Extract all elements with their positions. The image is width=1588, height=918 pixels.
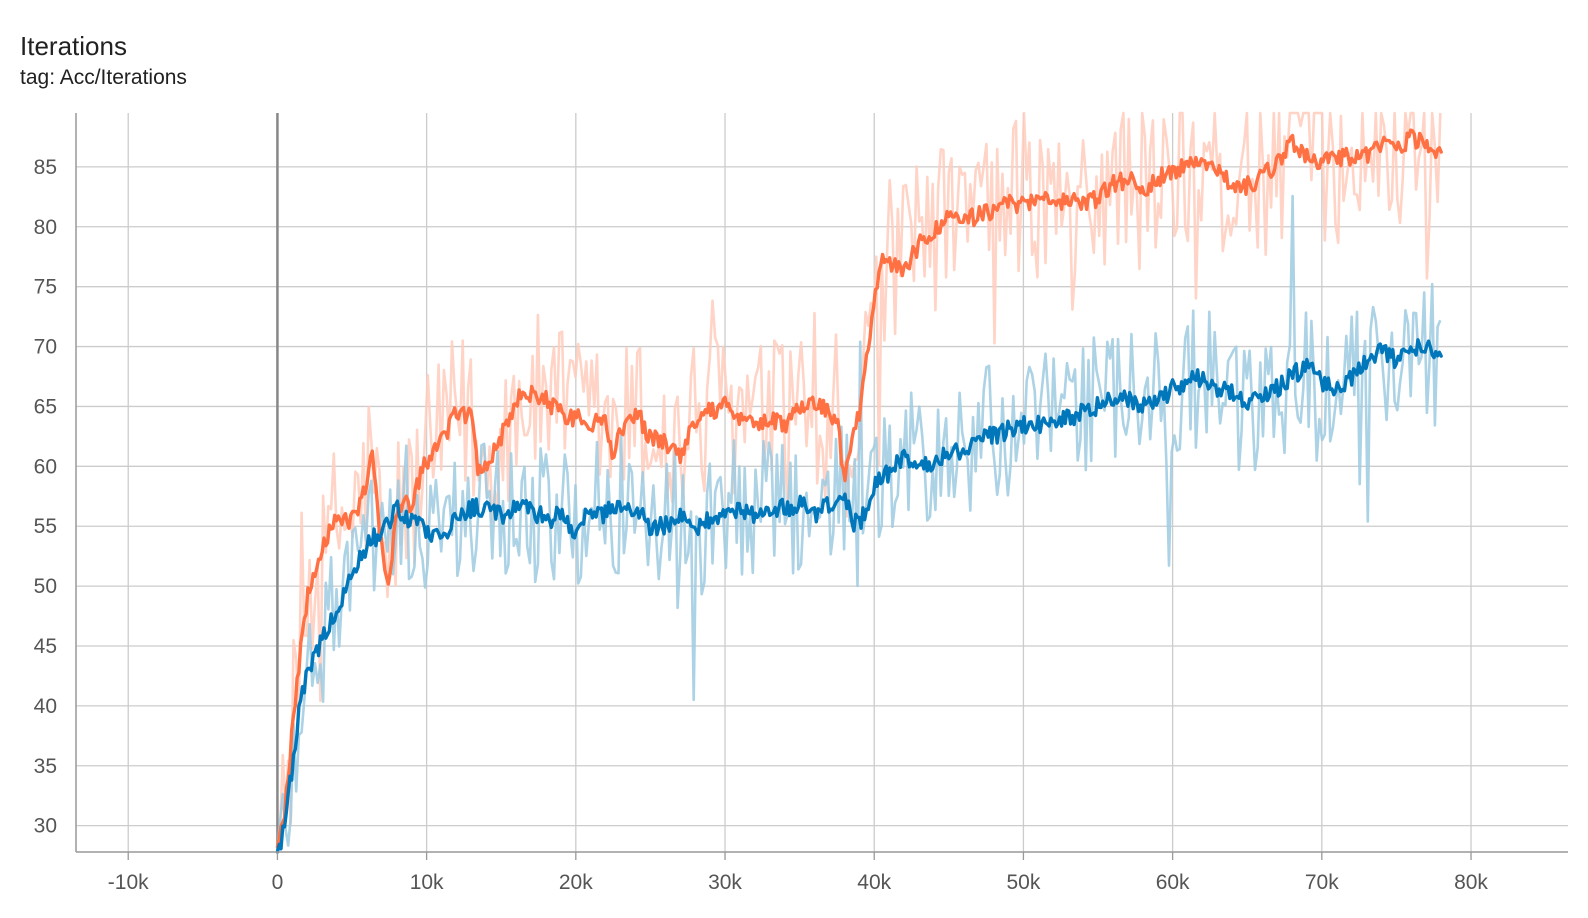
smoothed-series-line-1 [275,128,1443,849]
y-tick-label: 30 [34,815,57,838]
x-tick-label: -10k [108,871,149,894]
y-tick-label: 40 [34,695,57,718]
y-tick-label: 65 [34,395,57,418]
x-tick-label: 0 [272,871,284,894]
y-tick-label: 80 [34,216,57,239]
y-tick-label: 75 [34,276,57,299]
y-tick-label: 60 [34,455,57,478]
smoothed-series-line-2 [275,338,1443,854]
x-tick-label: 10k [410,871,444,894]
y-tick-label: 55 [34,515,57,538]
x-tick-label: 20k [559,871,593,894]
y-tick-label: 35 [34,755,57,778]
y-tick-label: 45 [34,635,57,658]
x-tick-label: 40k [857,871,891,894]
raw-series-line-2 [276,194,1442,849]
y-tick-label: 85 [34,156,57,179]
smoothed-series-layer [275,128,1443,854]
x-tick-label: 70k [1305,871,1339,894]
y-tick-label: 50 [34,575,57,598]
tick-labels: 30 35 40 45 50 55 60 65 70 75 80 85 -10k 0 10k 20k 30k 40… [34,156,1489,894]
chart-title: Iterations [20,31,127,61]
raw-series-layer [276,111,1442,853]
chart-subtitle: tag: Acc/Iterations [20,66,187,89]
x-tick-label: 50k [1006,871,1040,894]
x-tick-label: 80k [1454,871,1488,894]
y-tick-label: 70 [34,336,57,359]
x-tick-label: 30k [708,871,742,894]
axes [75,113,1568,860]
x-tick-label: 60k [1156,871,1190,894]
grid-lines [76,113,1568,852]
